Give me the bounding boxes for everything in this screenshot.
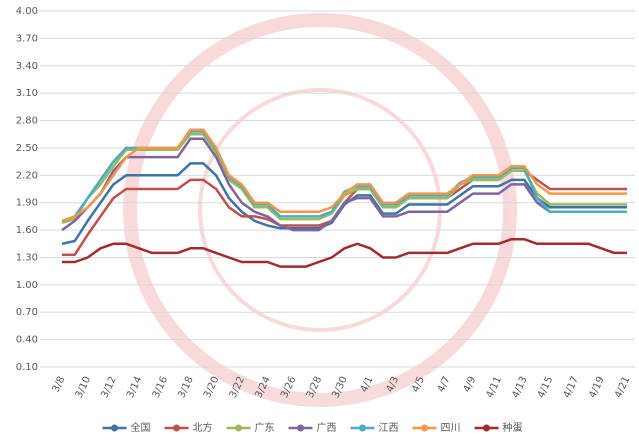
series-line	[61, 128, 627, 223]
y-tick-label: 0.40	[16, 335, 38, 346]
legend-marker	[483, 424, 490, 432]
legend-marker	[297, 424, 304, 432]
legend-item: 广西	[288, 422, 337, 434]
watermark	[123, 13, 517, 407]
legend-label: 种蛋	[503, 421, 523, 434]
x-tick-label: 4/11	[485, 375, 504, 400]
x-tick-label: 3/8	[51, 375, 68, 394]
legend-item: 广东	[226, 421, 275, 434]
legend-marker	[111, 424, 118, 432]
legend-marker	[173, 424, 180, 432]
x-tick-label: 4/17	[562, 375, 581, 400]
x-tick-label: 3/18	[176, 375, 195, 400]
x-tick-label: 3/10	[74, 375, 93, 400]
x-tick-label: 4/15	[536, 375, 555, 400]
y-tick-label: 2.50	[16, 143, 38, 154]
x-tick-label: 4/19	[587, 375, 606, 400]
y-tick-label: 3.40	[16, 61, 38, 72]
x-tick-label: 4/7	[436, 375, 453, 394]
x-tick-label: 3/16	[151, 375, 170, 400]
y-tick-label: 1.30	[16, 252, 38, 263]
y-tick-label: 0.10	[16, 362, 38, 373]
y-tick-label: 3.70	[16, 33, 38, 44]
y-tick-label: 1.90	[16, 198, 38, 209]
y-tick-label: 3.10	[16, 88, 38, 99]
legend-marker	[359, 424, 366, 432]
x-tick-label: 3/20	[202, 375, 221, 400]
x-tick-label: 4/13	[510, 375, 529, 400]
y-tick-label: 1.60	[16, 225, 38, 236]
legend-marker	[235, 424, 242, 432]
x-tick-label: 4/9	[462, 375, 479, 394]
y-tick-label: 2.20	[16, 170, 38, 181]
legend-label: 四川	[441, 423, 461, 434]
y-tick-label: 4.00	[16, 6, 38, 17]
legend-label: 江西	[379, 422, 399, 434]
legend-item: 全国	[102, 421, 151, 434]
legend-item: 种蛋	[474, 421, 523, 434]
y-tick-label: 0.70	[16, 307, 38, 318]
legend-marker	[421, 424, 428, 432]
x-tick-label: 3/12	[99, 375, 118, 400]
legend-label: 广西	[317, 422, 337, 434]
legend-label: 全国	[131, 421, 151, 434]
y-tick-label: 1.00	[16, 280, 38, 291]
y-tick-label: 2.80	[16, 116, 38, 127]
series-line	[62, 237, 627, 268]
legend-label: 广东	[255, 421, 275, 434]
legend-label: 北方	[193, 421, 213, 434]
x-tick-label: 3/14	[125, 375, 144, 400]
legend-item: 江西	[350, 422, 399, 434]
series-line	[62, 169, 627, 256]
x-tick-label: 4/21	[613, 375, 632, 400]
legend-item: 北方	[164, 421, 213, 434]
legend-item: 四川	[412, 423, 461, 434]
series-line	[61, 137, 627, 232]
